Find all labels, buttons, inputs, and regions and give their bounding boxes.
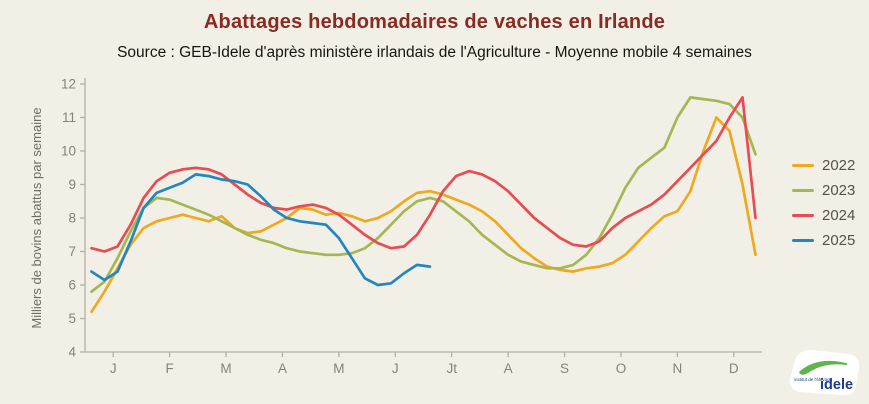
y-tick-label: 7	[68, 244, 76, 259]
chart-subtitle: Source : GEB-Idele d'après ministère irl…	[117, 44, 752, 61]
legend-item-2022: 2022	[792, 157, 855, 174]
series-line-2022	[90, 116, 757, 314]
month-label: A	[278, 361, 287, 376]
month-label: D	[729, 361, 739, 376]
legend-swatch-2023	[792, 188, 814, 193]
month-label: J	[392, 361, 399, 376]
y-tick-label: 10	[61, 144, 76, 159]
month-label: O	[616, 361, 627, 376]
legend-swatch-2024	[792, 213, 814, 218]
month-label: A	[504, 361, 513, 376]
logo-brand-text: idele	[820, 377, 853, 393]
series-line-2023	[90, 96, 757, 294]
month-label: S	[560, 361, 569, 376]
series-line-2025	[90, 173, 432, 287]
month-label: M	[333, 361, 344, 376]
y-tick-label: 6	[68, 278, 76, 293]
chart-legend: 2022 2023 2024 2025	[792, 149, 855, 257]
idele-logo-graphic: institut de l'élevage idele	[789, 350, 860, 396]
logo-leaf-swoosh-icon	[799, 360, 848, 375]
legend-swatch-2025	[792, 238, 814, 243]
legend-label-2023: 2023	[822, 182, 856, 199]
legend-label-2022: 2022	[822, 157, 856, 174]
y-tick-label: 4	[68, 345, 76, 360]
y-tick-label: 5	[68, 311, 76, 326]
y-tick-label: 11	[62, 110, 76, 125]
month-label: F	[166, 361, 174, 376]
logo-institute-text: institut de l'élevage	[794, 377, 833, 382]
y-tick-label: 8	[68, 211, 76, 226]
series-line-2024	[90, 96, 757, 253]
y-tick-label: 9	[68, 177, 76, 192]
idele-logo: institut de l'élevage idele	[785, 346, 863, 400]
y-tick-label: 12	[61, 77, 76, 92]
legend-item-2024: 2024	[792, 207, 855, 224]
legend-swatch-2022	[792, 163, 814, 168]
month-label: J	[110, 361, 117, 376]
legend-label-2025: 2025	[822, 232, 856, 249]
legend-item-2025: 2025	[792, 232, 855, 249]
chart-title: Abattages hebdomadaires de vaches en Irl…	[203, 11, 666, 33]
month-label: N	[673, 361, 683, 376]
month-label: M	[220, 361, 231, 376]
logo-background-blob	[789, 350, 860, 396]
legend-item-2023: 2023	[792, 182, 855, 199]
month-label: Jt	[446, 361, 457, 376]
legend-label-2024: 2024	[822, 207, 856, 224]
